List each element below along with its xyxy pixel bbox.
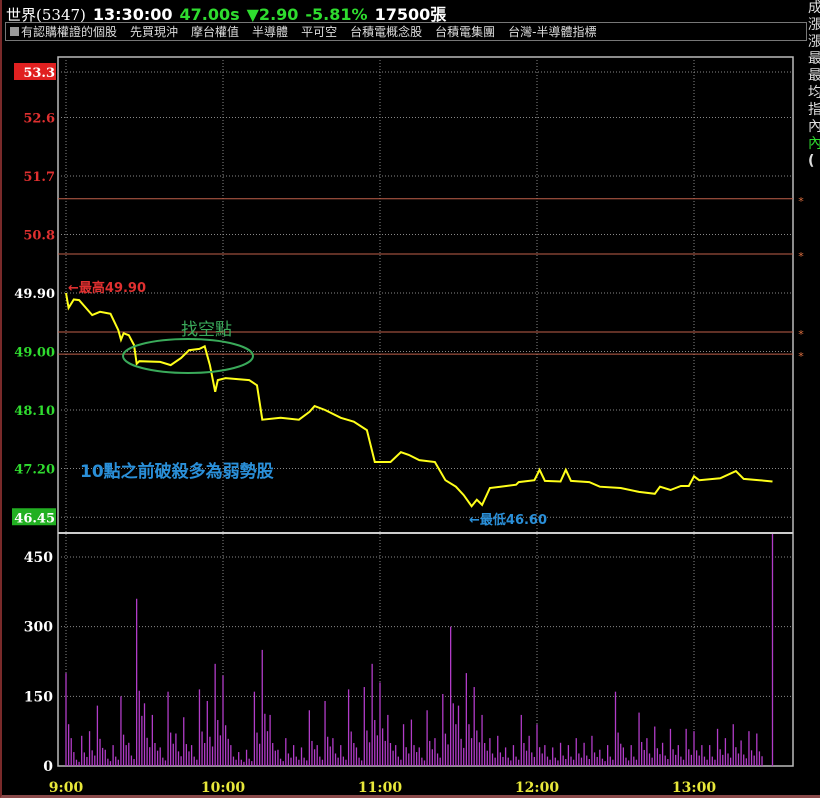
tag-item[interactable]: 有認購權證的個股 [10,23,117,40]
quote-time: 13:30:00 [92,5,173,24]
side-label: 成 [808,0,820,16]
side-label: 最 [808,68,820,84]
side-label: 漲 [808,17,820,33]
high-annotation: ←最高49.90 [68,281,147,296]
side-label: 內 [808,136,820,152]
plot-frame [57,56,794,767]
time-tick-label: 9:00 [49,780,84,796]
price-tick-label: 50.8 [23,229,55,244]
price-tick-label: 49.00 [14,346,55,361]
note-annotation: 10點之前破殺多為弱勢股 [80,462,274,482]
side-label: 內 [808,119,820,135]
price-tick-label: 47.20 [14,463,55,478]
tag-item[interactable]: 先買現沖 [130,25,179,39]
quote-header: 世界(5347) 13:30:00 47.00s ▼2.90 -5.81% 17… [6,1,446,24]
price-tick-label: 48.10 [14,404,55,419]
checkbox-icon [10,27,19,36]
limit-up-badge [14,63,56,80]
tag-bar: 有認購權證的個股 先買現沖 摩台權值 半導體 平可空 台積電概念股 台積電集團 … [5,22,807,41]
price-tick-label: 51.7 [23,170,55,185]
low-annotation: ←最低46.60 [469,513,548,528]
price-line [65,292,773,508]
price-change: ▼2.90 [246,5,299,24]
percent-change: -5.81% [305,5,368,24]
stock-name: 世界(5347) [6,6,86,24]
time-tick-label: 11:00 [358,780,402,796]
side-label: 漲 [808,34,820,50]
reference-marker-icon: * [798,350,804,363]
side-info-column: 成 漲 漲 最 最 均 指 內 內 ( [808,0,820,170]
last-price: 47.00s [179,5,240,24]
reference-marker-icon: * [798,195,804,208]
limit-down-badge [12,508,56,526]
reference-marker-icon: * [798,250,804,263]
tag-item[interactable]: 平可空 [301,25,338,39]
tag-item[interactable]: 半導體 [252,25,289,39]
price-tick-label: 46.45 [14,511,55,526]
total-volume: 17500張 [374,5,447,24]
side-label: 指 [808,102,820,118]
short-point-ellipse [122,338,254,374]
side-label: 最 [808,51,820,67]
price-tick-label: 49.90 [14,287,55,302]
volume-tick-label: 0 [43,759,53,775]
time-tick-label: 10:00 [201,780,245,796]
side-label: 均 [808,85,820,101]
time-tick-label: 13:00 [672,780,716,796]
reference-marker-icon: * [798,328,804,341]
price-tick-label: 53.3 [23,66,55,81]
tag-item[interactable]: 台積電集團 [435,25,496,39]
volume-tick-label: 300 [24,620,53,636]
tag-item[interactable]: 台灣-半導體指標 [508,25,597,39]
short-point-annotation: 找空點 [181,320,232,340]
price-tick-label: 52.6 [23,112,55,127]
tag-item[interactable]: 台積電概念股 [350,25,423,39]
time-tick-label: 12:00 [515,780,559,796]
volume-tick-label: 450 [24,550,53,566]
volume-tick-label: 150 [24,689,53,705]
tag-item[interactable]: 摩台權值 [191,25,240,39]
side-label: ( [808,153,815,169]
